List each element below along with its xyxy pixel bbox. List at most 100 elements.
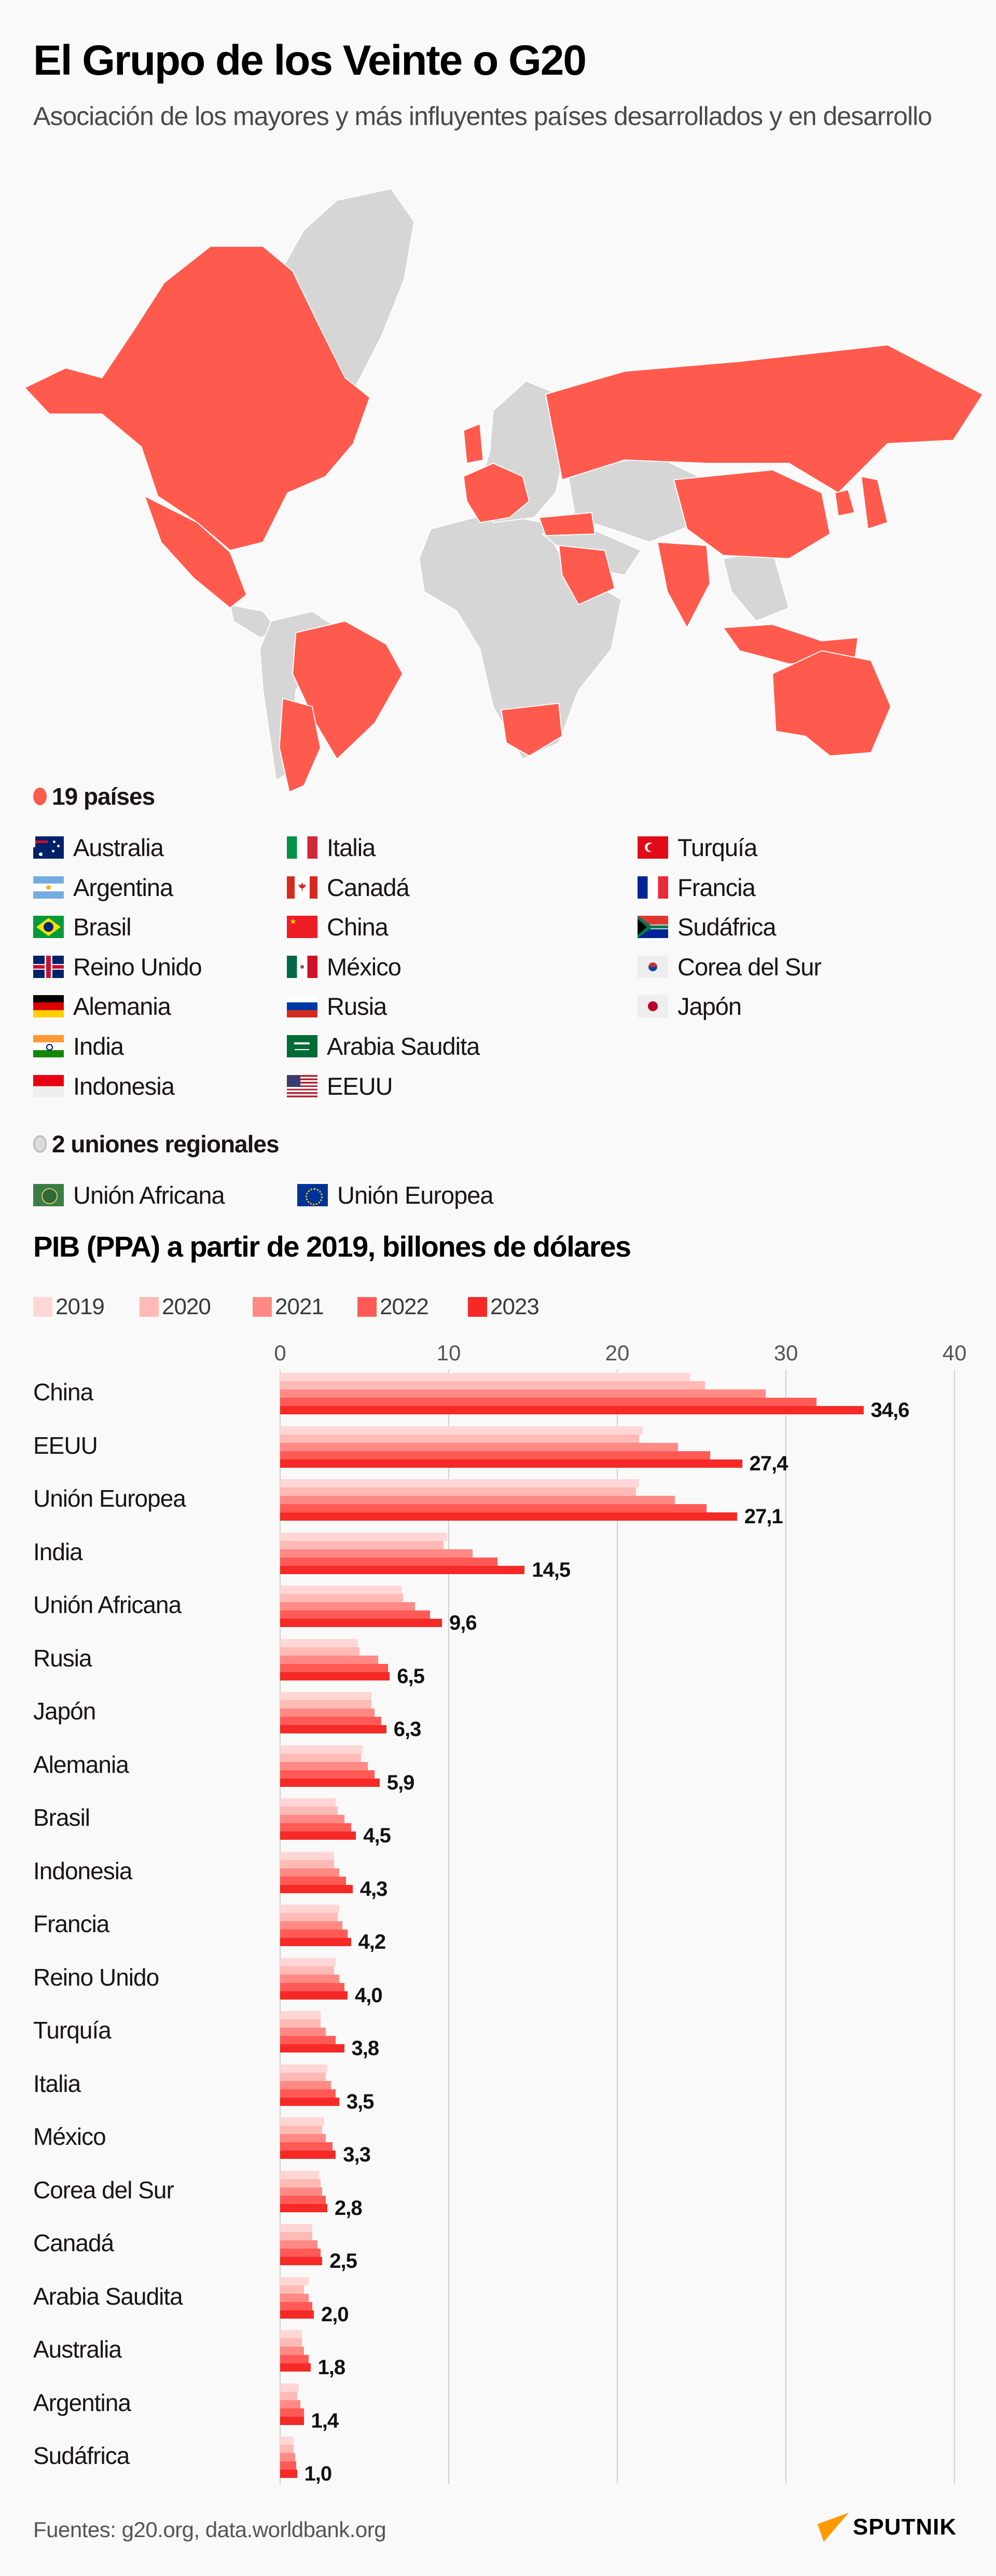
bar-2019: [280, 2170, 319, 2179]
sources-footer: Fuentes: g20.org, data.worldbank.org: [33, 2517, 386, 2542]
bar-2020: [280, 2179, 321, 2187]
bar-2022: [280, 2036, 336, 2044]
country-item: Argentina: [33, 873, 173, 902]
category-label: Unión Africana: [33, 1591, 182, 1618]
bar-2019: [280, 1586, 402, 1594]
member-countries: [23, 245, 984, 793]
legend-item: 2019: [33, 1294, 105, 1320]
bar-2022: [280, 2249, 321, 2257]
bar-2023: [280, 1884, 353, 1893]
logo-text: SPUTNIK: [853, 2514, 957, 2540]
x-tick-label: 40: [942, 1341, 967, 1365]
bar-2020: [280, 1807, 338, 1815]
flag-eeuu-icon: [287, 1075, 317, 1097]
flag-turquia-icon: [638, 836, 668, 859]
country-name: Corea del Sur: [677, 953, 822, 981]
bar-2019: [280, 1851, 334, 1860]
argentina: [279, 697, 321, 793]
union-item: Unión Europea: [297, 1181, 494, 1209]
country-name: EEUU: [327, 1072, 393, 1100]
bar-2021: [280, 2187, 323, 2196]
legend-label: 2020: [162, 1294, 211, 1319]
legend-item: 2021: [253, 1294, 324, 1320]
india: [657, 542, 711, 629]
page-subtitle: Asociación de los mayores y más influyen…: [33, 102, 932, 131]
sputnik-logo: SPUTNIK: [818, 2511, 968, 2543]
bar-2020: [280, 2338, 302, 2347]
bar-2020: [280, 1966, 334, 1975]
country-name: Rusia: [327, 993, 387, 1021]
flag-union-europea-icon: [297, 1184, 328, 1206]
chart-title: PIB (PPA) a partir de 2019, billones de …: [33, 1230, 631, 1263]
bar-2020: [280, 2285, 304, 2294]
flag-china-icon: [287, 916, 317, 939]
country-item: Turquía: [638, 833, 757, 862]
value-label: 1,0: [304, 2462, 333, 2485]
bar-2019: [280, 2224, 312, 2232]
bar-2023: [280, 1672, 390, 1680]
country-item: Japón: [638, 992, 742, 1021]
value-label: 9,6: [449, 1611, 477, 1634]
bar-2023: [280, 1619, 442, 1627]
bar-2021: [280, 1496, 675, 1504]
country-item: México: [287, 953, 402, 981]
value-label: 14,5: [532, 1558, 571, 1581]
category-label: Francia: [33, 1910, 109, 1937]
bar-2023: [280, 2257, 323, 2265]
countries-heading-label: 19 países: [52, 783, 155, 810]
legend-swatch: [33, 1297, 52, 1317]
australia: [772, 650, 892, 756]
country-name: Turquía: [677, 834, 757, 861]
bar-2023: [280, 2310, 314, 2319]
country-name: Reino Unido: [73, 953, 202, 981]
flag-alemania-icon: [33, 995, 64, 1018]
bar-2021: [280, 1442, 678, 1451]
flag-indonesia-icon: [33, 1075, 64, 1097]
europe-members: [463, 462, 530, 524]
x-tick-label: 0: [274, 1341, 286, 1365]
bar-2020: [280, 1913, 338, 1921]
legend-swatch: [253, 1297, 272, 1317]
bar-2022: [280, 1504, 707, 1512]
bar-2021: [280, 1815, 344, 1823]
category-label: India: [33, 1538, 83, 1565]
country-item: Arabia Saudita: [287, 1032, 480, 1060]
bar-2021: [280, 1389, 766, 1398]
countries-heading: 19 países: [33, 782, 155, 810]
bar-2021: [280, 1761, 368, 1770]
bar-2022: [280, 1610, 431, 1619]
x-tick-label: 30: [773, 1341, 798, 1365]
bar-2022: [280, 2195, 326, 2204]
country-item: Corea del Sur: [638, 953, 822, 981]
southeast-asia: [722, 549, 790, 622]
bar-2021: [280, 1655, 378, 1664]
bar-2020: [280, 2445, 294, 2453]
bar-2021: [280, 2347, 304, 2355]
country-name: Japón: [677, 993, 742, 1021]
bar-2019: [280, 2064, 327, 2073]
union-item: Unión Africana: [33, 1181, 225, 1209]
value-label: 34,6: [870, 1399, 910, 1422]
legend-swatch: [140, 1297, 159, 1317]
bar-2020: [280, 1594, 404, 1602]
legend-swatch: [357, 1297, 377, 1317]
bar-2023: [280, 1406, 864, 1414]
bar-2019: [280, 2277, 309, 2285]
bar-2022: [280, 1982, 344, 1991]
bar-2020: [280, 1647, 359, 1656]
bar-2023: [280, 2203, 327, 2212]
flag-reino-unido-icon: [33, 955, 64, 978]
bar-2022: [280, 1451, 710, 1459]
category-label: Australia: [33, 2336, 122, 2363]
flag-argentina-icon: [33, 876, 64, 899]
bar-2020: [280, 1487, 636, 1496]
bar-2023: [280, 1938, 351, 1946]
arabia-saudita: [558, 545, 616, 605]
country-item: Brasil: [33, 913, 132, 941]
value-label: 3,3: [343, 2143, 371, 2166]
country-name: Canadá: [327, 873, 410, 901]
category-label: Argentina: [33, 2389, 131, 2416]
gridline: [448, 1370, 449, 2484]
bar-2022: [280, 1398, 817, 1406]
bar-2023: [280, 1459, 742, 1468]
